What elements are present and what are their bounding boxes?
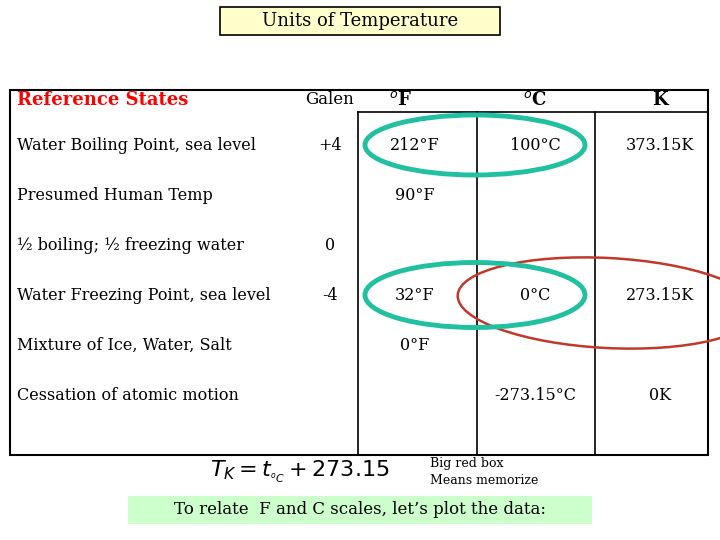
Text: To relate  F and C scales, let’s plot the data:: To relate F and C scales, let’s plot the… — [174, 502, 546, 518]
Text: 32°F: 32°F — [395, 287, 435, 303]
Text: Galen: Galen — [305, 91, 354, 109]
Text: $^o$C: $^o$C — [523, 91, 547, 109]
Text: -4: -4 — [322, 287, 338, 303]
Text: Means memorize: Means memorize — [430, 474, 539, 487]
Text: Units of Temperature: Units of Temperature — [262, 12, 458, 30]
Text: Water Boiling Point, sea level: Water Boiling Point, sea level — [17, 137, 256, 153]
Text: Reference States: Reference States — [17, 91, 189, 109]
Text: 212°F: 212°F — [390, 137, 440, 153]
Text: Water Freezing Point, sea level: Water Freezing Point, sea level — [17, 287, 271, 303]
Text: -273.15°C: -273.15°C — [494, 387, 576, 403]
Text: K: K — [652, 91, 668, 109]
Text: 0K: 0K — [649, 387, 671, 403]
Text: 373.15K: 373.15K — [626, 137, 694, 153]
Text: 273.15K: 273.15K — [626, 287, 694, 303]
Text: Big red box: Big red box — [430, 457, 503, 470]
FancyBboxPatch shape — [128, 496, 592, 524]
Text: Cessation of atomic motion: Cessation of atomic motion — [17, 387, 239, 403]
Text: 0: 0 — [325, 237, 335, 253]
Text: +4: +4 — [318, 137, 342, 153]
FancyBboxPatch shape — [220, 7, 500, 35]
Text: Mixture of Ice, Water, Salt: Mixture of Ice, Water, Salt — [17, 336, 232, 354]
Text: $^o$F: $^o$F — [390, 91, 413, 109]
Text: 100°C: 100°C — [510, 137, 560, 153]
Text: 90°F: 90°F — [395, 186, 435, 204]
Text: 0°F: 0°F — [400, 336, 430, 354]
Bar — [10, 90, 708, 455]
Text: ½ boiling; ½ freezing water: ½ boiling; ½ freezing water — [17, 237, 244, 253]
Text: Presumed Human Temp: Presumed Human Temp — [17, 186, 212, 204]
Text: 0°C: 0°C — [520, 287, 550, 303]
Text: $T_K = t_{_{^oC}} + 273.15$: $T_K = t_{_{^oC}} + 273.15$ — [210, 459, 390, 485]
